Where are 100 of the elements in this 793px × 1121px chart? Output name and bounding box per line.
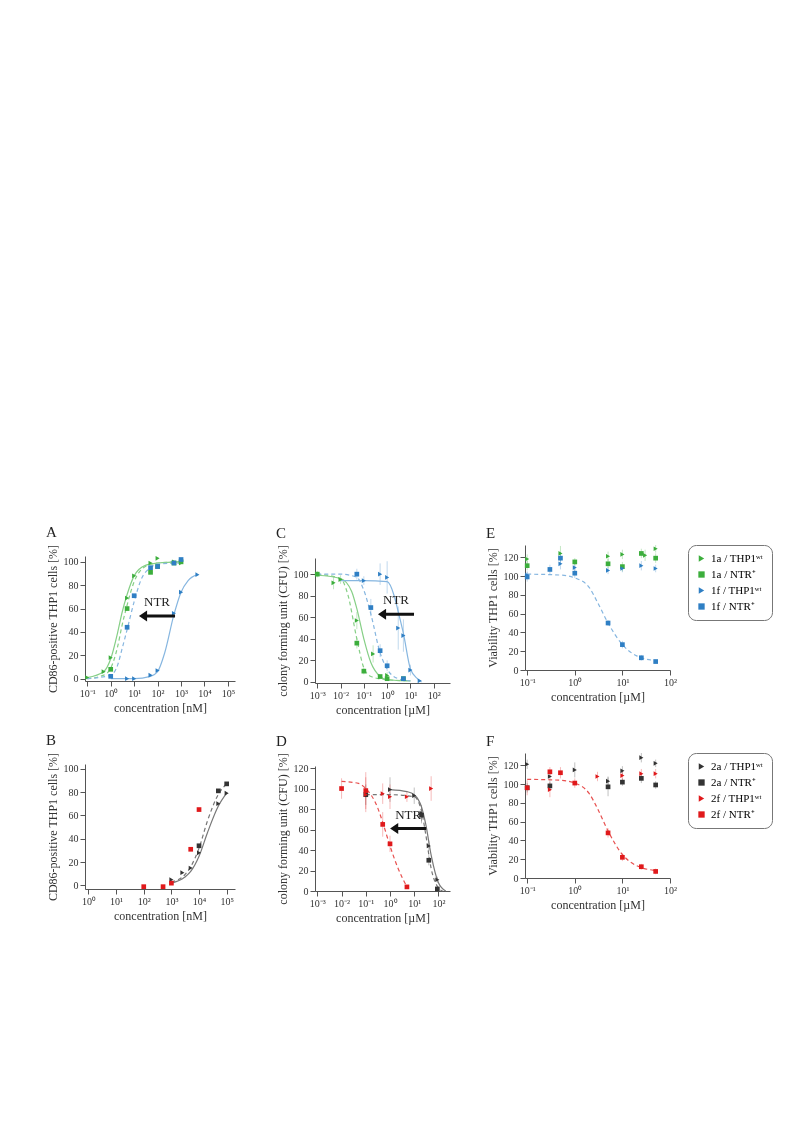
y-axis-title: colony forming unit (CFU) [%] — [275, 545, 290, 697]
x-tick-label: 10⁵ — [220, 895, 234, 907]
x-axis-title: concentration [nM] — [114, 908, 207, 923]
x-tick-label: 10⁴ — [198, 687, 213, 699]
y-tick-label: 80 — [508, 797, 519, 809]
x-tick-label: 10³ — [175, 687, 189, 699]
y-tick-label: 60 — [298, 824, 309, 836]
legend-label: 2f / THP1ʷᵗ — [711, 791, 762, 804]
y-tick-label: 100 — [293, 783, 309, 795]
y-tick-label: 20 — [298, 865, 309, 877]
x-tick-label: 10³ — [165, 895, 179, 907]
x-tick-label: 10⁻¹ — [79, 687, 96, 699]
chart-title: D — [276, 732, 287, 749]
y-tick-label: 60 — [68, 809, 79, 821]
legend-label: 2f / NTR⁺ — [711, 807, 755, 820]
y-axis-title: Viability THP1 cells [%] — [485, 548, 500, 668]
y-tick-label: 120 — [503, 551, 519, 563]
y-axis-title: colony forming unit (CFU) [%] — [275, 753, 290, 905]
y-tick-label: 80 — [298, 803, 309, 815]
x-tick-label: 10⁵ — [221, 687, 236, 699]
x-tick-label: 10¹ — [404, 689, 418, 701]
annotation: NTR — [144, 594, 171, 609]
y-tick-label: 40 — [508, 626, 519, 638]
chart-title: E — [486, 524, 496, 541]
y-tick-label: 40 — [298, 844, 309, 856]
x-tick-label: 10⁰ — [81, 895, 96, 907]
y-tick-label: 60 — [298, 611, 309, 623]
x-axis-title: concentration [µM] — [551, 897, 645, 912]
x-axis-title: concentration [µM] — [551, 689, 645, 704]
y-tick-label: 120 — [293, 762, 309, 774]
legend-label: 1f / NTR⁺ — [711, 599, 755, 612]
x-tick-label: 10⁰ — [104, 687, 119, 699]
y-tick-label: 120 — [503, 759, 519, 771]
y-tick-label: 60 — [68, 603, 79, 615]
y-tick-label: 40 — [68, 833, 79, 845]
y-tick-label: 20 — [508, 645, 519, 657]
x-tick-label: 10⁻² — [334, 897, 351, 909]
y-tick-label: 80 — [68, 579, 79, 591]
y-tick-label: 100 — [63, 556, 79, 568]
chart-title: C — [276, 524, 287, 541]
legend-label: 1a / THP1ʷᵗ — [711, 551, 763, 564]
y-tick-label: 80 — [68, 786, 79, 798]
x-tick-label: 10⁻¹ — [519, 884, 536, 896]
y-tick-label: 100 — [503, 570, 519, 582]
legend-label: 2a / NTR⁺ — [711, 775, 756, 788]
y-tick-label: 0 — [303, 885, 309, 897]
chart-title: A — [46, 524, 57, 541]
y-tick-label: 60 — [508, 608, 519, 620]
annotation: NTR — [383, 592, 410, 608]
x-tick-label: 10⁰ — [568, 884, 583, 896]
x-tick-label: 10¹ — [408, 897, 422, 909]
x-tick-label: 10² — [432, 897, 446, 909]
x-tick-label: 10² — [664, 884, 677, 896]
y-tick-label: 0 — [73, 880, 79, 891]
y-tick-label: 100 — [293, 568, 309, 580]
x-tick-label: 10² — [137, 895, 151, 907]
legend-label: 1a / NTR⁺ — [711, 567, 756, 580]
x-tick-label: 10⁻² — [333, 689, 350, 701]
x-tick-label: 10² — [427, 689, 441, 701]
x-tick-label: 10⁰ — [383, 897, 398, 909]
y-tick-label: 0 — [303, 676, 309, 688]
y-tick-label: 80 — [508, 589, 519, 601]
x-tick-label: 10⁻³ — [309, 897, 326, 909]
y-tick-label: 40 — [68, 626, 79, 638]
x-tick-label: 10¹ — [616, 884, 630, 896]
x-tick-label: 10⁻¹ — [358, 897, 375, 909]
x-axis-title: concentration [µM] — [336, 910, 430, 925]
y-tick-label: 100 — [503, 778, 519, 790]
chart-title: B — [46, 732, 57, 749]
y-tick-label: 0 — [513, 664, 519, 676]
x-tick-label: 10¹ — [616, 676, 630, 688]
chart-title: F — [486, 732, 495, 749]
y-axis-title: Viability THP1 cells [%] — [485, 756, 500, 876]
y-tick-label: 60 — [508, 816, 519, 828]
legend-label: 1f / THP1ʷᵗ — [711, 583, 762, 596]
x-tick-label: 10² — [664, 676, 677, 688]
y-tick-label: 80 — [298, 590, 309, 602]
x-tick-label: 10⁴ — [192, 895, 207, 907]
x-axis-title: concentration [nM] — [114, 700, 207, 715]
legend-label: 2a / THP1ʷᵗ — [711, 759, 763, 772]
x-tick-label: 10² — [151, 687, 165, 699]
y-tick-label: 20 — [298, 654, 309, 666]
annotation: NTR — [395, 806, 422, 822]
y-axis-title: CD86-positive THP1 cells [%] — [45, 544, 60, 694]
x-tick-label: 10⁻¹ — [356, 689, 373, 701]
y-tick-label: 40 — [298, 633, 309, 645]
x-tick-label: 10⁰ — [380, 689, 395, 701]
y-axis-title: CD86-positive THP1 cells [%] — [45, 752, 60, 902]
y-tick-label: 0 — [513, 872, 519, 884]
x-tick-label: 10⁰ — [568, 676, 583, 688]
y-tick-label: 20 — [68, 856, 79, 868]
x-axis-title: concentration [µM] — [336, 702, 430, 717]
y-tick-label: 40 — [508, 834, 519, 846]
x-tick-label: 10⁻³ — [309, 689, 326, 701]
y-tick-label: 100 — [63, 763, 79, 775]
y-tick-label: 0 — [73, 673, 79, 685]
y-tick-label: 20 — [508, 853, 519, 865]
y-tick-label: 20 — [68, 649, 79, 661]
x-tick-label: 10⁻¹ — [519, 676, 536, 688]
x-tick-label: 10¹ — [110, 895, 124, 907]
